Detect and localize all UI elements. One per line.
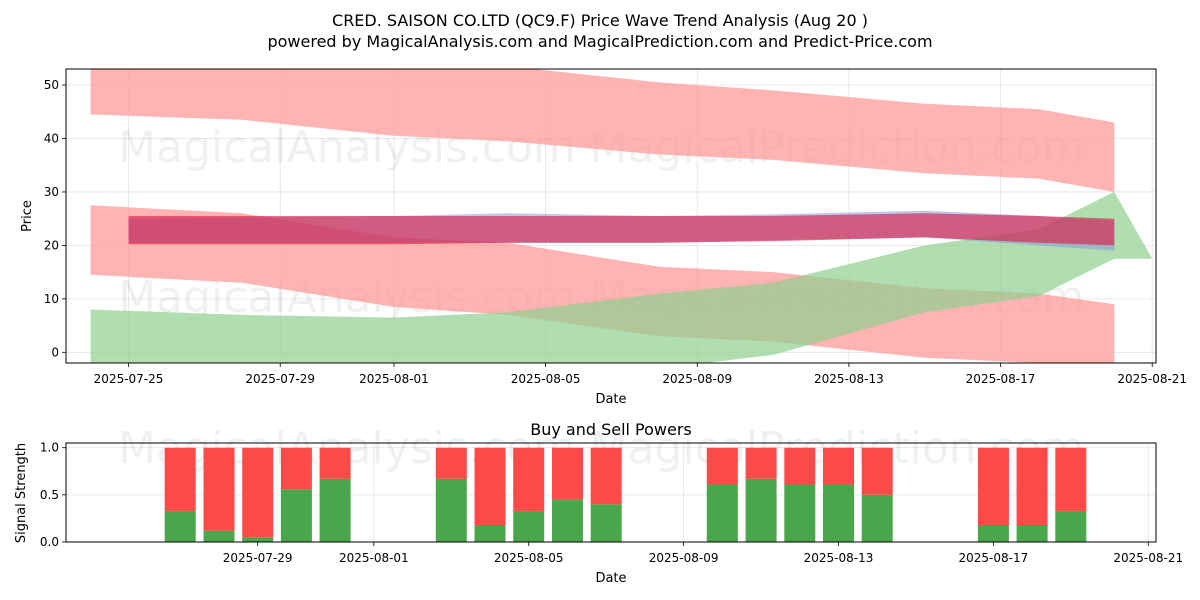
- sell-bar: [280, 447, 312, 490]
- price-band-crimson-4: [128, 213, 1115, 246]
- signal-y-axis-label: Signal Strength: [14, 443, 29, 543]
- sell-bar: [435, 447, 467, 479]
- chart-subtitle: powered by MagicalAnalysis.com and Magic…: [267, 32, 932, 51]
- buy-bar: [319, 478, 351, 542]
- sell-bar: [590, 447, 622, 505]
- sell-bar: [552, 447, 583, 500]
- signal-ytick-label: 0.0: [40, 535, 59, 549]
- price-xtick-label: 2025-08-09: [662, 372, 732, 386]
- signal-ytick-label: 0.5: [40, 488, 59, 502]
- buy-bar: [164, 510, 196, 542]
- buy-bar: [590, 504, 622, 542]
- signal-xtick-label: 2025-08-13: [804, 551, 874, 565]
- buy-bar: [706, 484, 738, 542]
- price-band-green-2: [90, 191, 1153, 363]
- buy-bar: [977, 526, 1009, 542]
- signal-x-axis-label: Date: [595, 571, 626, 586]
- sell-bar: [861, 447, 893, 495]
- sell-bar: [1055, 447, 1087, 511]
- sell-bar: [977, 447, 1009, 526]
- price-xtick-label: 2025-08-13: [814, 372, 884, 386]
- price-ytick-label: 20: [44, 238, 59, 252]
- buy-bar: [280, 489, 312, 542]
- signal-xtick-label: 2025-08-05: [494, 551, 564, 565]
- sell-bar: [1016, 447, 1048, 526]
- price-band-red-0: [90, 69, 1115, 192]
- buy-bar: [474, 526, 506, 542]
- signal-xtick-label: 2025-08-09: [649, 551, 719, 565]
- price-ytick-label: 50: [44, 78, 59, 92]
- sell-bar: [474, 447, 506, 526]
- buy-bar: [242, 537, 274, 542]
- signal-xtick-label: 2025-07-29: [223, 551, 293, 565]
- buy-bar: [784, 484, 816, 542]
- price-bands: [90, 69, 1153, 363]
- price-y-axis-label: Price: [20, 200, 35, 232]
- buy-bar: [861, 494, 893, 542]
- signal-chart-title: Buy and Sell Powers: [530, 420, 692, 439]
- signal-plot-frame: [65, 442, 1157, 543]
- price-xtick-label: 2025-07-25: [94, 372, 164, 386]
- sell-bar: [823, 447, 854, 485]
- price-xtick-label: 2025-08-17: [966, 372, 1036, 386]
- sell-bar: [319, 447, 351, 479]
- sell-bar: [513, 447, 545, 511]
- signal-bars: [164, 447, 1087, 542]
- signal-xtick-label: 2025-08-01: [339, 551, 409, 565]
- signal-xtick-label: 2025-08-17: [958, 551, 1028, 565]
- price-ytick-label: 0: [51, 345, 59, 359]
- price-ytick-label: 10: [44, 292, 59, 306]
- sell-bar: [203, 447, 235, 531]
- signal-ytick-label: 1.0: [40, 441, 59, 455]
- buy-bar: [1016, 526, 1048, 542]
- chart-title: CRED. SAISON CO.LTD (QC9.F) Price Wave T…: [332, 11, 868, 30]
- buy-bar: [552, 499, 583, 542]
- sell-bar: [242, 447, 274, 538]
- signal-panel: Buy and Sell Powers MagicalAnalysis.com …: [14, 420, 1183, 586]
- sell-bar: [784, 447, 816, 485]
- price-xtick-label: 2025-08-05: [511, 372, 581, 386]
- price-ticks: 0 10 20 30 40 50 2025-07-25 2025-07-29 2025-08-0…: [44, 78, 1187, 386]
- signal-xtick-label: 2025-08-21: [1113, 551, 1183, 565]
- price-xtick-label: 2025-08-01: [359, 372, 429, 386]
- signal-ticks: 0.0 0.5 1.0 2025-07-29 2025-08-01 2025-08-05 2…: [40, 441, 1183, 565]
- buy-bar: [745, 478, 777, 542]
- price-plot-frame: [65, 68, 1157, 364]
- buy-bar: [1055, 510, 1087, 542]
- price-xtick-label: 2025-07-29: [245, 372, 315, 386]
- price-panel: MagicalAnalysis.com MagicalPrediction.co…: [20, 68, 1187, 407]
- buy-bar: [435, 478, 467, 542]
- buy-bar: [203, 530, 235, 542]
- price-xtick-label: 2025-08-21: [1117, 372, 1187, 386]
- price-ytick-label: 30: [44, 185, 59, 199]
- price-x-axis-label: Date: [595, 392, 626, 407]
- buy-bar: [823, 484, 854, 542]
- sell-bar: [164, 447, 196, 511]
- buy-bar: [513, 510, 545, 542]
- sell-bar: [745, 447, 777, 479]
- sell-bar: [706, 447, 738, 485]
- price-ytick-label: 40: [44, 131, 59, 145]
